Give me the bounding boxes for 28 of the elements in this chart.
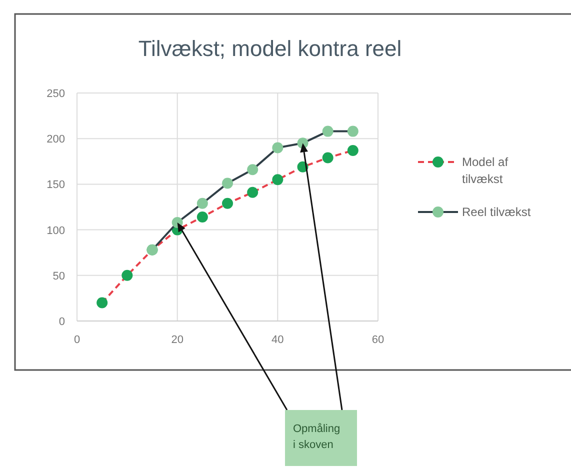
x-tick-label: 0 — [74, 334, 80, 346]
y-tick-label: 200 — [46, 134, 65, 146]
y-tick-label: 150 — [46, 179, 65, 192]
y-tick-label: 250 — [46, 88, 65, 100]
legend-label: Reel tilvækst — [462, 205, 532, 219]
point — [272, 174, 284, 186]
point — [247, 164, 258, 176]
point — [96, 297, 108, 308]
point — [222, 178, 233, 189]
text: Opmåling i skoven — [293, 423, 340, 451]
point — [322, 152, 334, 164]
y-tick-label: 50 — [52, 270, 65, 282]
point — [347, 144, 358, 156]
x-tick-label: 60 — [372, 334, 384, 346]
chart-title: Tilvækst; model kontra reel — [138, 36, 402, 61]
point — [322, 126, 334, 137]
point — [247, 186, 258, 198]
y-tick-label: 100 — [46, 224, 65, 237]
x-tick-label: 20 — [171, 334, 184, 346]
x-tick-label: 40 — [272, 334, 284, 346]
point — [222, 198, 233, 209]
point — [347, 126, 358, 137]
point — [272, 142, 284, 154]
point — [196, 198, 208, 209]
point — [196, 212, 208, 223]
legend-label: Model af tilvækst — [462, 155, 509, 186]
point — [122, 270, 133, 281]
y-tick-label: 0 — [58, 316, 65, 328]
